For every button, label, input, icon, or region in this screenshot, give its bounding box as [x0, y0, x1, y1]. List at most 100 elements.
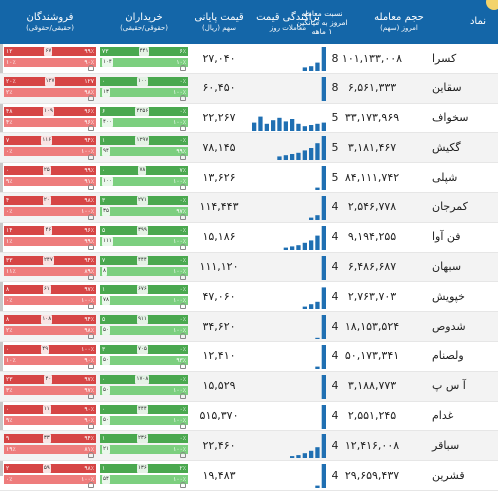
buyers-legal-bar: ۰٪ ۲۳۶ ۱: [100, 434, 188, 444]
sell-bot-b: ۱٪: [6, 237, 13, 245]
person-icon: [180, 273, 186, 280]
table-row[interactable]: شپلی ۸۴,۱۱۱,۷۴۲ 5 ۱۳,۶۲۶ ۷٪ ۷۸ ۰ ۱۰۰٪ ۱۰۰ ۹۹٪ ۲۵ ۰ ۹…: [0, 163, 498, 193]
buy-top-c: ۵: [102, 316, 106, 324]
trade-volume: ۹,۱۹۴,۲۵۵: [347, 230, 397, 244]
person-icon: [88, 482, 94, 489]
dispersion-svg: [321, 374, 326, 399]
header-dispersion-sub: معاملات روز: [269, 23, 307, 32]
dispersion-bar: [315, 215, 320, 220]
sellers-legal-bar: ۹۰٪ ۹٪: [4, 415, 96, 425]
price-dispersion-chart: [249, 461, 327, 489]
person-icon: [88, 243, 94, 250]
buy-bot-b: ۷۸: [102, 296, 110, 306]
sell-bot-a: ۱۰۰٪: [81, 148, 94, 156]
trade-volume: ۱۰۱,۱۳۳,۰۰۸: [341, 51, 403, 65]
buy-top-c: ۳: [102, 196, 106, 204]
sellers-legal-bar: ۱۰۰٪ ۰٪: [4, 296, 96, 306]
closing-price: ۲۷,۰۴۰: [202, 51, 236, 65]
dispersion-bar: [252, 122, 257, 131]
buyers-legal-bar: ۰٪ ۳۹۹ ۵: [100, 225, 188, 235]
table-row[interactable]: شدوص ۱۸,۱۵۳,۵۲۴ 4 ۳۴,۶۲۰ ۰٪ ۹۱۱ ۵ ۱۰۰٪ ۵۰ ۹۴٪ ۱۰۸ ۸…: [0, 312, 498, 342]
symbol-name[interactable]: خپویش: [432, 289, 465, 303]
dispersion-svg: [309, 195, 326, 220]
dispersion-bar: [309, 240, 314, 250]
sell-top-c: ۳۳: [6, 256, 13, 264]
buy-bot-a: ۱۰٪: [176, 59, 186, 66]
trade-volume: ۶,۵۶۱,۳۳۳: [347, 81, 397, 95]
sell-top-c: ۰: [6, 167, 10, 175]
sell-top-b: ۲۰: [42, 195, 51, 205]
dispersion-bar: [315, 62, 320, 71]
symbol-name[interactable]: شپلی: [432, 170, 458, 184]
dispersion-bar: [315, 302, 320, 310]
sell-bot-a: ۹۸٪: [84, 327, 94, 335]
table-row[interactable]: سقاین ۶,۵۶۱,۳۳۳ 8 ۶۰,۴۵۰ ۰٪ ۱۰۰ ۰ ۱۰۰٪ ۱۳ ۱۲۷ ۱۲۷ ۲…: [0, 73, 498, 104]
dispersion-bar: [321, 374, 326, 399]
buy-top-c: ۷۳: [102, 48, 109, 55]
sellers-block: ۹۴٪ ۲۴۷ ۳۳ ۸۹٪ ۱۱٪: [4, 253, 96, 281]
buy-top-a: ۰٪: [179, 256, 186, 264]
table-row[interactable]: کمرجان ۲,۵۴۶,۷۷۸ 4 ۱۱۴,۴۴۳ ۰٪ ۲۷۱ ۳ ۹۷٪ ۳۵ ۹۸٪ ۲۰ ۴…: [0, 192, 498, 223]
buy-bot-a: ۱۰۰٪: [173, 327, 186, 335]
buy-bot-b: ۲۱: [102, 445, 110, 455]
symbol-name[interactable]: کسرا: [432, 51, 457, 65]
buyers-legal-bar: ۰٪ ۹۱۱ ۵: [100, 315, 188, 325]
sellers-natural-bar: ۹۴٪ ۲۴۷ ۳۳: [4, 255, 96, 265]
table-row[interactable]: ولصنام ۵۰,۱۷۳,۳۴۱ 4 ۱۲,۴۱۰ ۰٪ ۷۰۵ ۳ ۹۳٪ ۵۰ ۱۰۰٪ ۴۹…: [0, 342, 498, 372]
sellers-legal-bar: ۱۰۰٪ ۰٪: [4, 475, 96, 485]
table-row[interactable]: گکیش ۳,۱۸۱,۴۶۷ 5 ۷۸,۱۴۵ ۰٪ ۱۲۹۷ ۱ ۹۹٪ ۹۴ ۹۴٪ ۱۱۶ ۷ ۱…: [0, 133, 498, 164]
person-icon: [180, 333, 186, 340]
closing-price: ۱۹,۴۸۳: [202, 468, 236, 482]
table-row[interactable]: خپویش ۲,۷۶۳,۷۰۳ 4 ۴۷,۰۶۰ ۰٪ ۶۷۶ ۱ ۱۰۰٪ ۷۸ ۹۷٪ ۶۱ ۸ ۱…: [0, 282, 498, 313]
person-icon: [180, 243, 186, 250]
symbol-name[interactable]: سخواف: [432, 111, 469, 125]
person-icon: [88, 392, 94, 399]
symbol-name[interactable]: قشرین: [432, 468, 465, 482]
trade-volume: ۳,۱۸۸,۷۷۳: [347, 379, 397, 393]
closing-price: ۲۲,۴۶۰: [202, 438, 236, 452]
symbol-name[interactable]: غدام: [432, 409, 454, 423]
table-header: نماد حجم معامله امروز (سهم) نسبت معامله …: [0, 0, 498, 44]
closing-price: ۱۲,۴۱۰: [202, 349, 236, 363]
dispersion-bar: [277, 117, 282, 131]
sellers-legal-bar: ۹۸٪ ۲٪: [4, 326, 96, 336]
sell-top-c: ۴۸: [6, 107, 13, 115]
symbol-name[interactable]: شدوص: [432, 319, 466, 333]
table-row[interactable]: فن آوا ۹,۱۹۴,۲۵۵ 4 ۱۵,۱۸۶ ۰٪ ۳۹۹ ۵ ۱۰۰٪ ۱۱۱ ۹۶٪ ۴۶…: [0, 223, 498, 253]
symbol-name[interactable]: کمرجان: [432, 200, 468, 214]
header-sellers-label: فروشندگان: [26, 11, 74, 23]
trade-volume: ۱۲,۴۱۶,۰۰۸: [344, 438, 400, 452]
symbol-name[interactable]: سباقر: [432, 438, 460, 452]
trade-volume: ۳,۱۸۱,۴۶۷: [347, 140, 397, 154]
sellers-natural-bar: ۹۷٪ ۴۰ ۲۳: [4, 374, 96, 384]
dispersion-bar: [290, 118, 295, 131]
dispersion-bar: [302, 150, 307, 161]
symbol-name[interactable]: فن آوا: [432, 230, 461, 244]
buy-bot-a: ۱۰۰٪: [173, 297, 186, 305]
header-volume: حجم معامله امروز (سهم): [352, 0, 446, 44]
person-icon: [180, 154, 186, 161]
sell-bot-b: ۲٪: [6, 88, 13, 96]
symbol-name[interactable]: گکیش: [432, 140, 461, 154]
table-row[interactable]: غدام ۲,۵۵۱,۲۴۵ 4 ۵۱۵,۳۷۰ ۰٪ ۴۴۴ ۰ ۱۰۰٪ ۵۰ ۹۰٪ ۱۱ ۰ ۹…: [0, 402, 498, 432]
sellers-legal-bar: ۱۰۰٪ ۰٪: [4, 206, 96, 216]
table-row[interactable]: کسرا ۱۰۱,۱۳۳,۰۰۸ 8 ۲۷,۰۴۰ ۶٪ ۴۴۱ ۷۳ ۱۰٪ ۱۰۴ ۹۹٪ ۶۷…: [0, 44, 498, 74]
dispersion-bar: [271, 119, 276, 131]
buyers-natural-bar: ۱۰۰٪ ۸: [100, 266, 188, 276]
table-row[interactable]: آ س پ ۳,۱۸۸,۷۷۳ 4 ۱۵,۵۲۹ ۰٪ ۱۷۰۸ ۰ ۱۰۰٪ ۵۰ ۹۷٪ ۴۰ ۲…: [0, 371, 498, 402]
table-row[interactable]: سبهان ۶,۴۸۶,۶۸۷ 4 ۱۱۱,۱۲۰ ۰٪ ۴۴۴ ۷ ۱۰۰٪ ۸ ۹۴٪ ۲۴۷ ۳…: [0, 252, 498, 283]
person-icon: [180, 213, 186, 220]
symbol-name[interactable]: آ س پ: [432, 379, 466, 393]
table-row[interactable]: قشرین ۲۹,۶۵۹,۴۳۷ 4 ۱۹,۴۸۳ ۲٪ ۱۳۶ ۱ ۱۰۰٪ ۵۴ ۹۸٪ ۵۹ ۲…: [0, 461, 498, 491]
volume-ratio: 4: [331, 409, 339, 423]
table-row[interactable]: سباقر ۱۲,۴۱۶,۰۰۸ 4 ۲۲,۴۶۰ ۰٪ ۲۳۶ ۱ ۱۰۰٪ ۲۱ ۹۴٪ ۳۳ ۹…: [0, 431, 498, 462]
buy-top-b: ۴۴۱: [138, 47, 150, 56]
buyers-natural-bar: ۱۰۰٪ ۵۰: [100, 326, 188, 336]
dispersion-bar: [309, 304, 314, 310]
symbol-name[interactable]: سقاین: [432, 81, 462, 95]
symbol-name[interactable]: ولصنام: [432, 349, 464, 363]
buyers-block: ۷٪ ۷۸ ۰ ۱۰۰٪ ۱۰۰: [100, 163, 188, 191]
buy-bot-a: ۱۰۰٪: [173, 446, 186, 454]
symbol-name[interactable]: سبهان: [432, 260, 462, 274]
table-row[interactable]: سخواف ۳۳,۱۷۳,۹۶۹ 5 ۲۲,۲۶۷ ۰٪ ۴۲۵۶ ۶ ۱۰۰٪ ۴۰۰ ۹۶٪ ۱…: [0, 104, 498, 134]
